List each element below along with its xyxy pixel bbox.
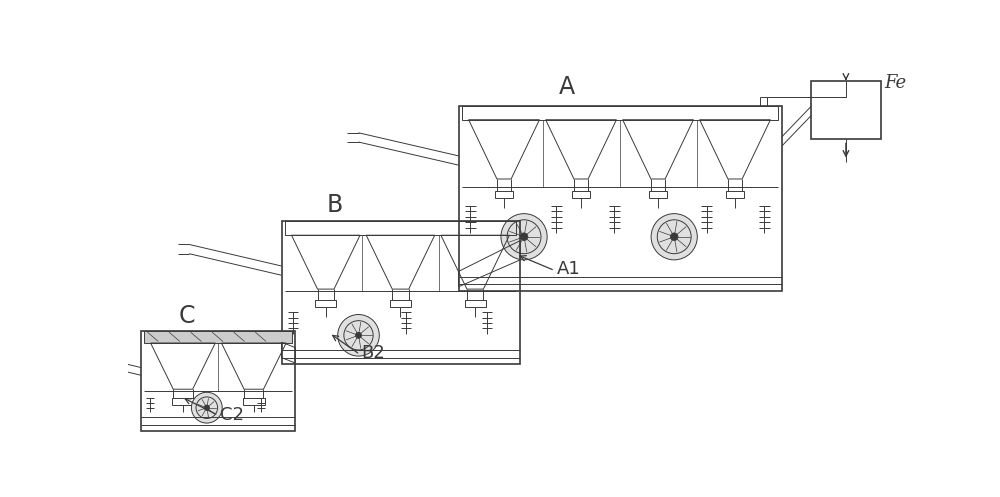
Text: A: A	[559, 75, 575, 99]
Bar	[172, 399, 194, 405]
Bar	[390, 300, 411, 307]
Bar	[141, 331, 295, 431]
Bar	[572, 190, 590, 198]
Circle shape	[670, 233, 678, 241]
Bar	[285, 221, 516, 235]
Bar	[495, 190, 513, 198]
Bar	[282, 221, 520, 364]
Bar	[465, 300, 486, 307]
Circle shape	[191, 392, 222, 423]
Bar	[726, 190, 744, 198]
Circle shape	[520, 233, 528, 241]
Text: Fe: Fe	[884, 74, 907, 92]
Bar	[462, 106, 778, 120]
Text: C: C	[179, 304, 196, 328]
Circle shape	[338, 315, 379, 356]
Circle shape	[651, 214, 697, 260]
Text: B: B	[326, 193, 342, 217]
Bar	[649, 190, 667, 198]
Bar	[243, 399, 265, 405]
Text: B2: B2	[362, 344, 385, 362]
Text: A1: A1	[556, 260, 580, 278]
Bar	[459, 106, 782, 291]
Bar	[315, 300, 336, 307]
Circle shape	[204, 405, 210, 411]
Bar	[811, 81, 881, 139]
Circle shape	[501, 214, 547, 260]
Bar	[144, 331, 292, 343]
Text: C2: C2	[220, 406, 244, 424]
Circle shape	[355, 332, 362, 338]
